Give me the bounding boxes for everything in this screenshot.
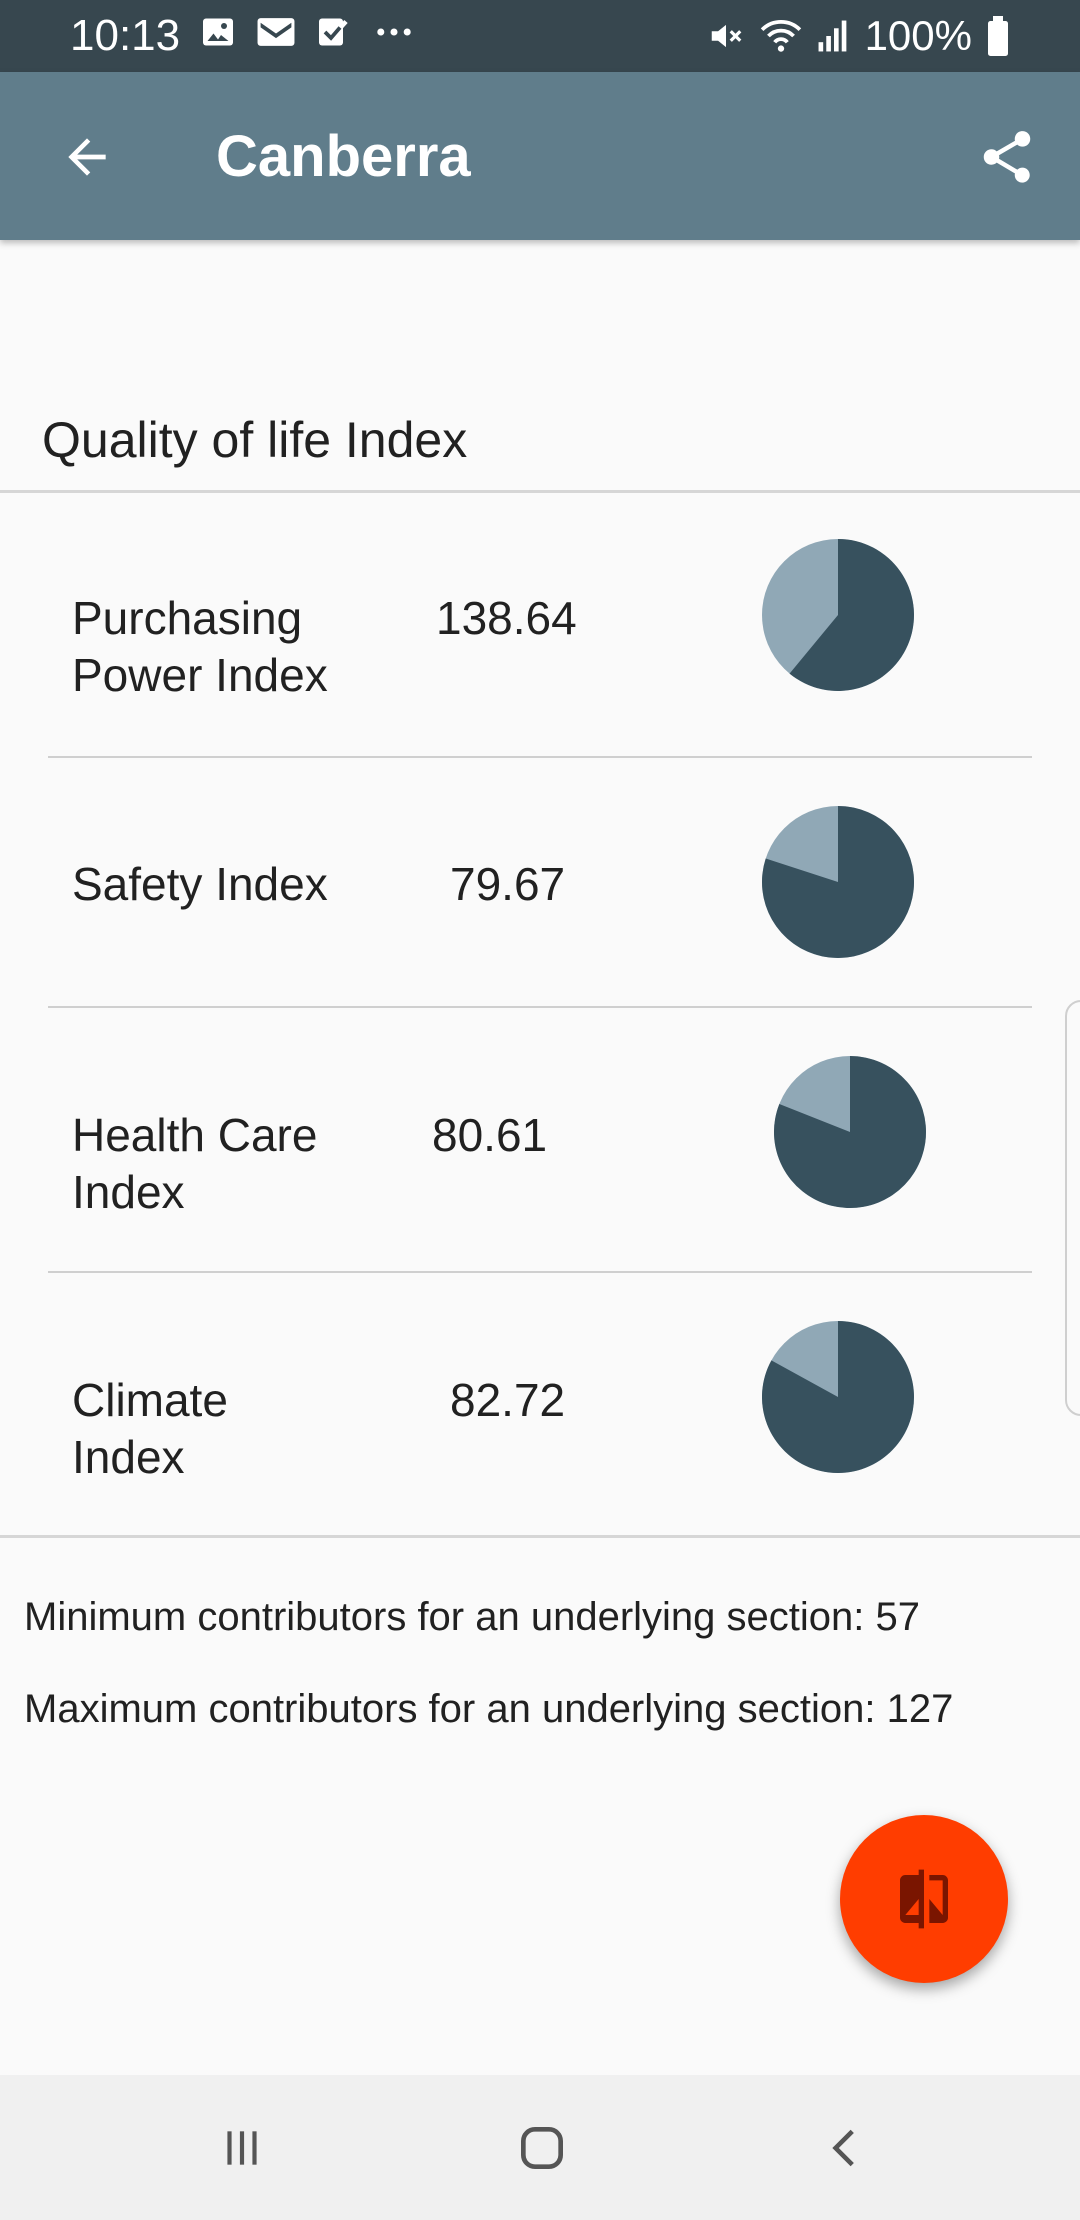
page-title: Canberra (216, 124, 471, 189)
index-row-health-care[interactable]: Health Care Index 80.61 (0, 1008, 1080, 1272)
index-label: Safety Index (72, 858, 328, 910)
divider (0, 490, 1080, 493)
index-row-purchasing-power[interactable]: Purchasing Power Index 138.64 (0, 493, 1080, 757)
index-value: 80.61 (432, 1109, 548, 1161)
min-contributors: Minimum contributors for an underlying s… (24, 1595, 920, 1639)
share-button[interactable] (962, 112, 1052, 202)
status-bar: 10:13 100% (0, 0, 1080, 72)
home-icon (521, 2126, 563, 2169)
max-contributors: Maximum contributors for an underlying s… (24, 1687, 954, 1731)
back-button[interactable] (42, 112, 132, 202)
app-bar: Canberra (0, 72, 1080, 240)
recents-button[interactable] (172, 2075, 312, 2220)
index-value: 138.64 (436, 592, 577, 644)
back-icon (832, 2129, 854, 2166)
index-value: 79.67 (450, 858, 566, 910)
more-icon (377, 28, 411, 36)
pie-slice (762, 806, 914, 958)
gmail-icon (257, 18, 295, 46)
image-icon (203, 18, 233, 46)
battery-icon (988, 16, 1008, 56)
index-value: 82.72 (450, 1374, 566, 1426)
check-icon (319, 18, 348, 46)
home-button[interactable] (472, 2075, 612, 2220)
pie-slice (762, 1321, 914, 1473)
index-label: Purchasing Power Index (72, 592, 328, 701)
compare-button[interactable] (840, 1815, 1008, 1983)
recents-icon (227, 2130, 257, 2165)
divider (48, 1271, 1032, 1273)
pie-slice (774, 1056, 926, 1208)
compare-icon (900, 1869, 948, 1929)
battery-percent: 100% (864, 12, 972, 59)
status-time: 10:13 (70, 11, 181, 60)
divider (0, 1535, 1080, 1538)
share-icon (983, 131, 1031, 183)
pie-chart-icon (762, 539, 914, 691)
nav-bar (0, 2075, 1080, 2220)
pie-chart-icon (774, 1056, 926, 1208)
index-label: Health Care Index (72, 1109, 318, 1218)
section-title: Quality of life Index (42, 412, 468, 468)
arrow-back-icon (68, 138, 106, 176)
index-row-climate[interactable]: Climate Index 82.72 (0, 1273, 1080, 1537)
mute-icon (711, 24, 741, 48)
divider (48, 1006, 1032, 1008)
pie-chart-icon (762, 1321, 914, 1473)
index-label: Climate Index (72, 1374, 228, 1483)
divider (48, 756, 1032, 758)
signal-icon (818, 20, 846, 52)
scroll-handle[interactable] (1065, 1000, 1080, 1416)
pie-chart-icon (762, 806, 914, 958)
wifi-icon (760, 20, 801, 52)
index-row-safety[interactable]: Safety Index 79.67 (0, 758, 1080, 1022)
nav-back-button[interactable] (776, 2075, 916, 2220)
pie-slice (789, 539, 914, 691)
